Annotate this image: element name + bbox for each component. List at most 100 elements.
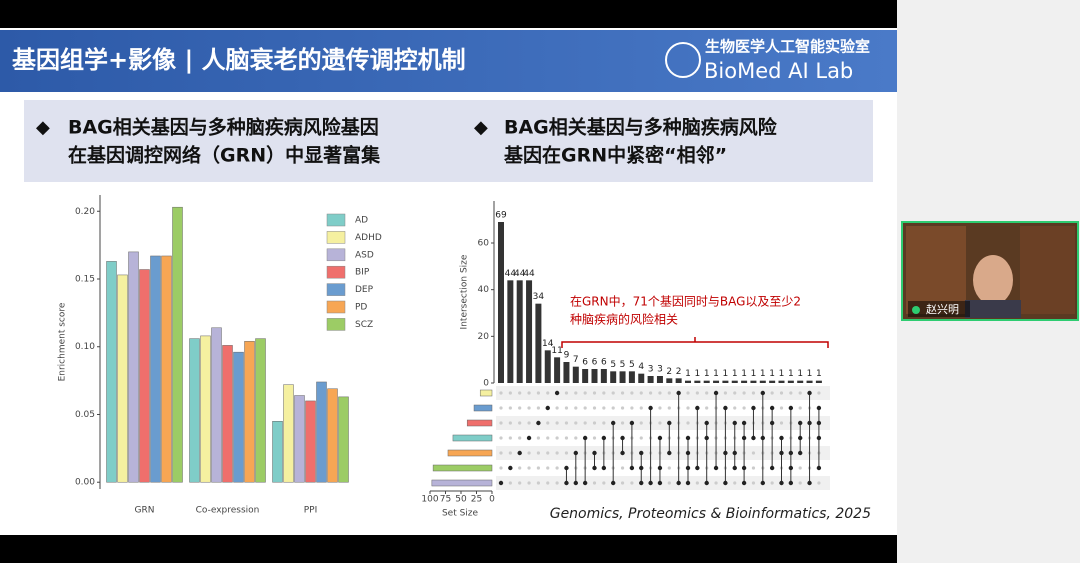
y-tick-label: 40 (478, 285, 490, 295)
matrix-dot (816, 420, 822, 426)
value-label: 69 (495, 211, 507, 221)
matrix-dot (704, 480, 709, 486)
matrix-dot-empty (751, 481, 756, 485)
bar (139, 269, 150, 483)
bar (750, 380, 757, 383)
slide-title: 基因组学+影像 | 人脑衰老的遗传调控机制 (12, 46, 466, 74)
matrix-dot (732, 450, 737, 456)
matrix-dot-empty (620, 391, 625, 395)
set-bar (432, 464, 493, 472)
set-bar (431, 479, 493, 487)
matrix-dot-empty (639, 391, 643, 395)
bar (255, 338, 266, 483)
matrix-dot (788, 405, 794, 411)
bar (815, 380, 822, 383)
matrix-dot-empty (630, 391, 634, 395)
participant-name: 赵兴明 (926, 302, 959, 316)
value-label: 7 (573, 355, 579, 365)
person (973, 255, 1013, 305)
matrix-dot-empty (751, 466, 756, 470)
bar (619, 371, 626, 383)
matrix-dot (611, 420, 616, 426)
bullet-text: 在基因调控网络（GRN）中显著富集 (68, 144, 381, 167)
legend-label: ADHD (355, 233, 382, 243)
matrix-dot-empty (546, 421, 550, 425)
value-label: 1 (797, 369, 803, 379)
matrix-dot (741, 435, 747, 441)
value-label: 2 (676, 367, 682, 377)
matrix-dot (695, 405, 700, 411)
bar (769, 380, 776, 383)
value-label: 1 (779, 369, 785, 379)
bar (563, 362, 570, 383)
value-label: 6 (601, 358, 607, 368)
bullet-icon: ◆ (474, 117, 488, 138)
x-tick-label: 100 (421, 495, 438, 505)
matrix-dot (582, 480, 588, 486)
matrix-dot (751, 405, 756, 411)
matrix-dot (769, 405, 775, 411)
matrix-dot-empty (536, 391, 541, 395)
matrix-dot-empty (742, 391, 746, 395)
legend-label: DEP (355, 285, 374, 295)
value-label: 5 (610, 360, 616, 370)
matrix-dot (629, 465, 635, 471)
bar (806, 380, 813, 383)
bullet-text: 基因在GRN中紧密“相邻” (503, 144, 727, 167)
matrix-dot-empty (499, 466, 503, 470)
value-label: 44 (505, 269, 517, 279)
matrix-dot (788, 480, 794, 486)
matrix-stripe (496, 386, 830, 400)
matrix-dot-empty (574, 406, 578, 410)
x-tick-label: 75 (440, 495, 451, 505)
matrix-dot-empty (798, 406, 802, 410)
matrix-dot-empty (518, 421, 522, 425)
bar (316, 381, 327, 483)
matrix-dot-empty (527, 391, 531, 395)
value-label: 14 (542, 339, 554, 349)
matrix-dot-empty (639, 436, 643, 440)
value-label: 1 (723, 369, 729, 379)
value-label: 1 (769, 369, 775, 379)
y-tick-label: 0.05 (75, 410, 95, 420)
matrix-dot-empty (779, 391, 784, 395)
charts: 0.00 0.05 0.10 0.15 0.20 Enrichment score GRN C… (58, 195, 830, 519)
matrix-dot-empty (639, 406, 643, 410)
bar (610, 371, 617, 383)
legend-swatch (326, 283, 346, 296)
bar (741, 380, 748, 383)
video-tile[interactable]: 赵兴明 (901, 221, 1079, 321)
legend-label: AD (355, 216, 368, 226)
matrix-dot-empty (658, 406, 662, 410)
value-label: 1 (732, 369, 738, 379)
bar (294, 395, 305, 483)
legend-label: BIP (355, 268, 370, 278)
matrix-dot (779, 480, 784, 486)
bar (507, 280, 514, 383)
matrix-dot-empty (536, 436, 541, 440)
bar (128, 251, 139, 483)
matrix-dot (685, 450, 691, 456)
matrix-dot (816, 435, 822, 441)
matrix-stripe (496, 476, 830, 490)
matrix-dot-empty (555, 451, 559, 455)
set-bar (452, 434, 493, 442)
matrix-dot (592, 450, 597, 456)
bullet-text: BAG相关基因与多种脑疾病风险 (504, 116, 778, 139)
matrix-dot (554, 390, 560, 396)
legend-swatch (326, 248, 346, 262)
matrix-dot-empty (733, 391, 737, 395)
matrix-dot-empty (658, 391, 662, 395)
y-tick-label: 0 (483, 379, 489, 389)
value-label: 44 (523, 269, 535, 279)
bar (222, 345, 233, 483)
bullet-text: BAG相关基因与多种脑疾病风险基因 (68, 116, 379, 139)
matrix-dot-empty (789, 391, 793, 395)
matrix-dot (723, 450, 728, 456)
legend-swatch (326, 213, 346, 227)
matrix-dot (685, 435, 691, 441)
matrix-dot (667, 450, 672, 456)
bar (516, 280, 523, 383)
matrix-dot (723, 480, 728, 486)
